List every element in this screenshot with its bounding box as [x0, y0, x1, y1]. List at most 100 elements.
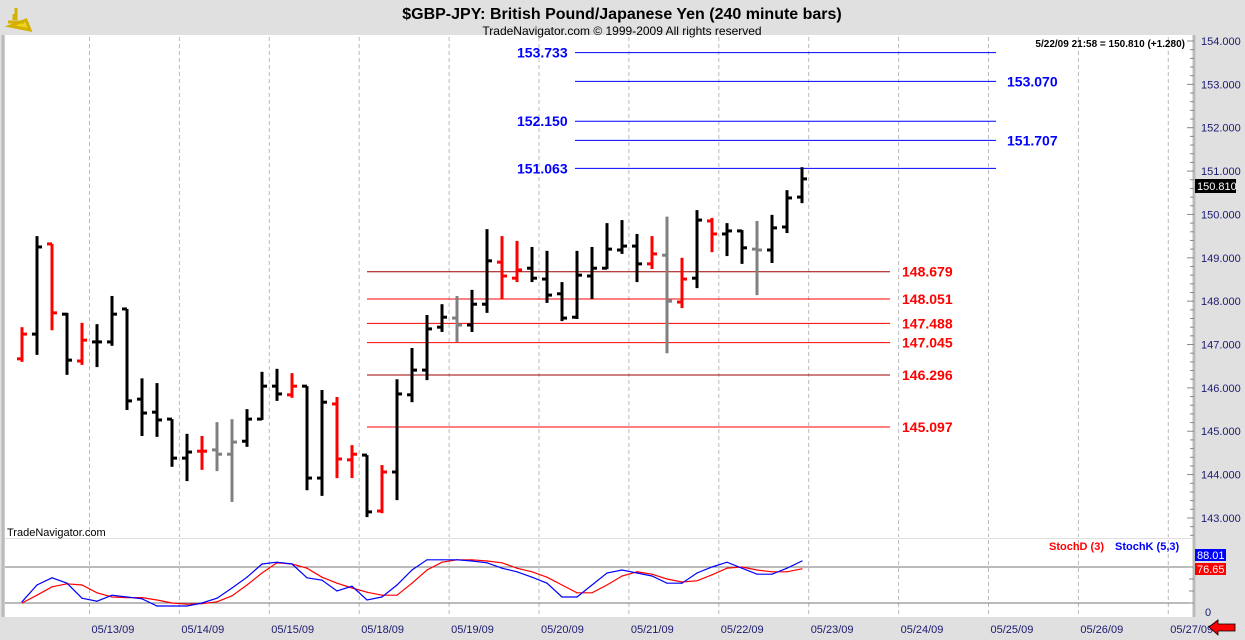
stoch-point — [126, 596, 128, 598]
stochk-value-tag — [1195, 549, 1226, 561]
stoch-point — [681, 582, 683, 584]
y-tick-label: 144.000 — [1201, 470, 1241, 482]
stoch-point — [561, 584, 563, 586]
ohlc-bar — [632, 233, 642, 283]
stoch-point — [801, 568, 803, 570]
fib-level-label-red: 148.679 — [902, 264, 953, 280]
stoch-point — [516, 567, 518, 569]
stoch-point — [306, 567, 308, 569]
ohlc-bar — [512, 240, 522, 283]
stoch-point — [351, 587, 353, 589]
stoch-point — [786, 567, 788, 569]
stoch-point — [396, 584, 398, 586]
stochd-value-tag — [1195, 563, 1226, 575]
stoch-point — [486, 562, 488, 564]
ohlc-bar — [572, 250, 582, 319]
stoch-point — [111, 594, 113, 596]
ohlc-bar — [767, 214, 777, 264]
stoch-point — [426, 559, 428, 561]
stoch-point — [711, 566, 713, 568]
stoch-y-tick-label: 0 — [1205, 607, 1211, 619]
stoch-point — [471, 560, 473, 562]
stoch-point — [81, 597, 83, 599]
x-tick-label: 05/22/09 — [721, 624, 764, 636]
stoch-point — [396, 594, 398, 596]
stoch-point — [366, 591, 368, 593]
stoch-point — [291, 563, 293, 565]
stoch-point — [366, 599, 368, 601]
ohlc-bar — [167, 417, 177, 467]
stoch-point — [606, 572, 608, 574]
stoch-point — [231, 595, 233, 597]
stoch-point — [111, 596, 113, 598]
stoch-point — [51, 577, 53, 579]
ohlc-bar — [707, 217, 717, 253]
ohlc-bar — [302, 384, 312, 491]
stoch-point — [96, 600, 98, 602]
ohlc-bar — [392, 379, 402, 501]
ohlc-bar — [272, 368, 282, 401]
stoch-point — [171, 605, 173, 607]
ohlc-bar — [497, 236, 507, 299]
stoch-point — [471, 559, 473, 561]
stoch-point — [561, 596, 563, 598]
ohlc-bar — [62, 312, 72, 375]
quote-readout: 5/22/09 21:58 = 150.810 (+1.280) — [1035, 39, 1185, 50]
x-tick-label: 05/14/09 — [181, 624, 224, 636]
stochk-legend: StochK (5,3) — [1115, 541, 1180, 553]
stoch-point — [696, 572, 698, 574]
ohlc-bar — [92, 324, 102, 368]
stoch-point — [771, 571, 773, 573]
ohlc-bar — [32, 236, 42, 355]
x-tick-label: 05/21/09 — [631, 624, 674, 636]
stoch-point — [666, 578, 668, 580]
stoch-point — [771, 573, 773, 575]
stoch-point — [756, 573, 758, 575]
ohlc-bar — [662, 216, 672, 354]
fib-level-label-red: 148.051 — [902, 291, 953, 307]
stochd-legend: StochD (3) — [1049, 541, 1104, 553]
y-tick-label: 147.000 — [1201, 340, 1241, 352]
stoch-point — [336, 590, 338, 592]
stoch-point — [81, 584, 83, 586]
x-tick-label: 05/15/09 — [271, 624, 314, 636]
ohlc-bar — [332, 396, 342, 479]
stoch-point — [546, 576, 548, 578]
stoch-point — [201, 602, 203, 604]
ohlc-bar — [602, 223, 612, 270]
ohlc-bar — [617, 220, 627, 254]
y-tick-label: 148.000 — [1201, 296, 1241, 308]
copyright: TradeNavigator.com © 1999-2009 All right… — [482, 24, 761, 38]
stoch-point — [36, 594, 38, 596]
y-tick-label: 153.000 — [1201, 79, 1241, 91]
fib-level-label-red: 147.488 — [902, 315, 953, 331]
fib-level-label-blue: 153.070 — [1007, 73, 1058, 89]
ohlc-bar — [527, 246, 537, 283]
chart-title: $GBP-JPY: British Pound/Japanese Yen (24… — [402, 6, 842, 23]
ohlc-bar — [437, 304, 447, 332]
fib-level-label-red: 146.296 — [902, 367, 953, 383]
stoch-point — [756, 569, 758, 571]
stoch-point — [51, 586, 53, 588]
ohlc-bar — [47, 242, 57, 331]
stoch-point — [546, 582, 548, 584]
stoch-point — [261, 563, 263, 565]
y-tick-label: 145.000 — [1201, 426, 1241, 438]
stoch-point — [21, 602, 23, 604]
scroll-right-arrow-icon[interactable] — [1208, 619, 1236, 636]
fib-level-label-blue: 153.733 — [517, 45, 568, 61]
stoch-point — [141, 598, 143, 600]
stoch-point — [591, 592, 593, 594]
stoch-point — [36, 584, 38, 586]
fib-level-label-blue: 151.063 — [517, 160, 568, 176]
stoch-point — [216, 597, 218, 599]
stochk-value: 88.01 — [1197, 550, 1225, 562]
stoch-point — [786, 571, 788, 573]
ohlc-bar — [227, 419, 237, 502]
stoch-point — [621, 575, 623, 577]
ohlc-bar — [362, 453, 372, 518]
ohlc-bar — [182, 433, 192, 482]
stoch-point — [441, 561, 443, 563]
stoch-point — [246, 584, 248, 586]
stoch-point — [711, 574, 713, 576]
